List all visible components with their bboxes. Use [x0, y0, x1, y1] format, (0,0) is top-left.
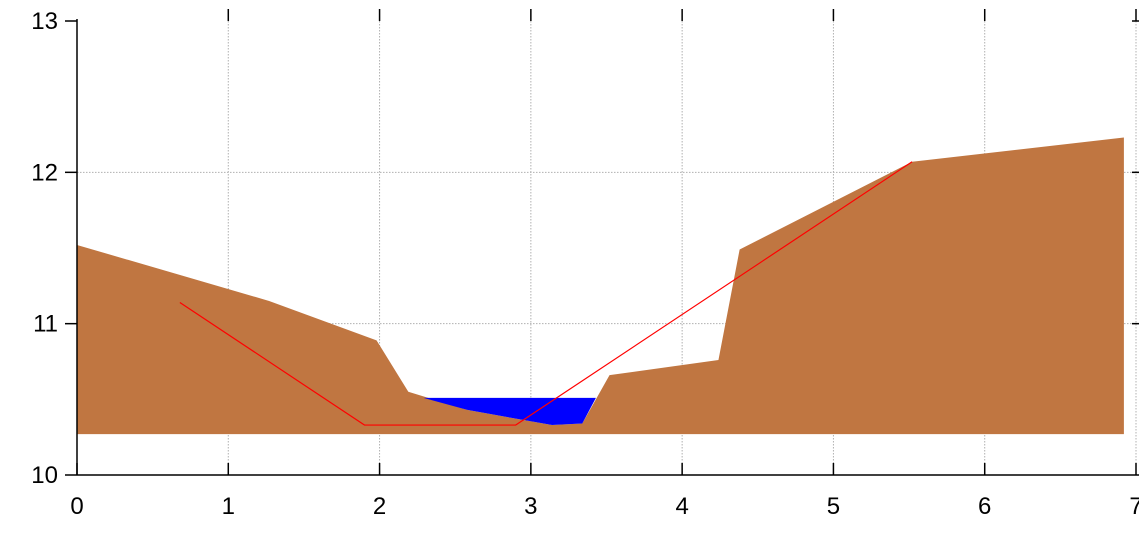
- water-layer: [423, 397, 596, 426]
- red-line-series: [179, 161, 913, 426]
- y-tick-label: 13: [31, 8, 58, 35]
- x-tick-label: 7: [1129, 493, 1139, 520]
- x-tick-label: 6: [978, 493, 991, 520]
- terrain-area: [77, 137, 1124, 435]
- x-tick-label: 3: [524, 493, 537, 520]
- y-tick-label: 10: [31, 462, 58, 489]
- x-tick-label: 1: [222, 493, 235, 520]
- terrain-layer: [77, 137, 1124, 435]
- x-tick-label: 5: [827, 493, 840, 520]
- x-tick-label: 4: [675, 493, 688, 520]
- water-area: [423, 397, 596, 426]
- x-tick-label: 2: [373, 493, 386, 520]
- line-layer: [179, 161, 913, 426]
- x-tick-label: 0: [70, 493, 83, 520]
- y-tick-label: 11: [33, 311, 58, 338]
- axes: [65, 9, 1139, 476]
- y-tick-label: 12: [31, 159, 58, 186]
